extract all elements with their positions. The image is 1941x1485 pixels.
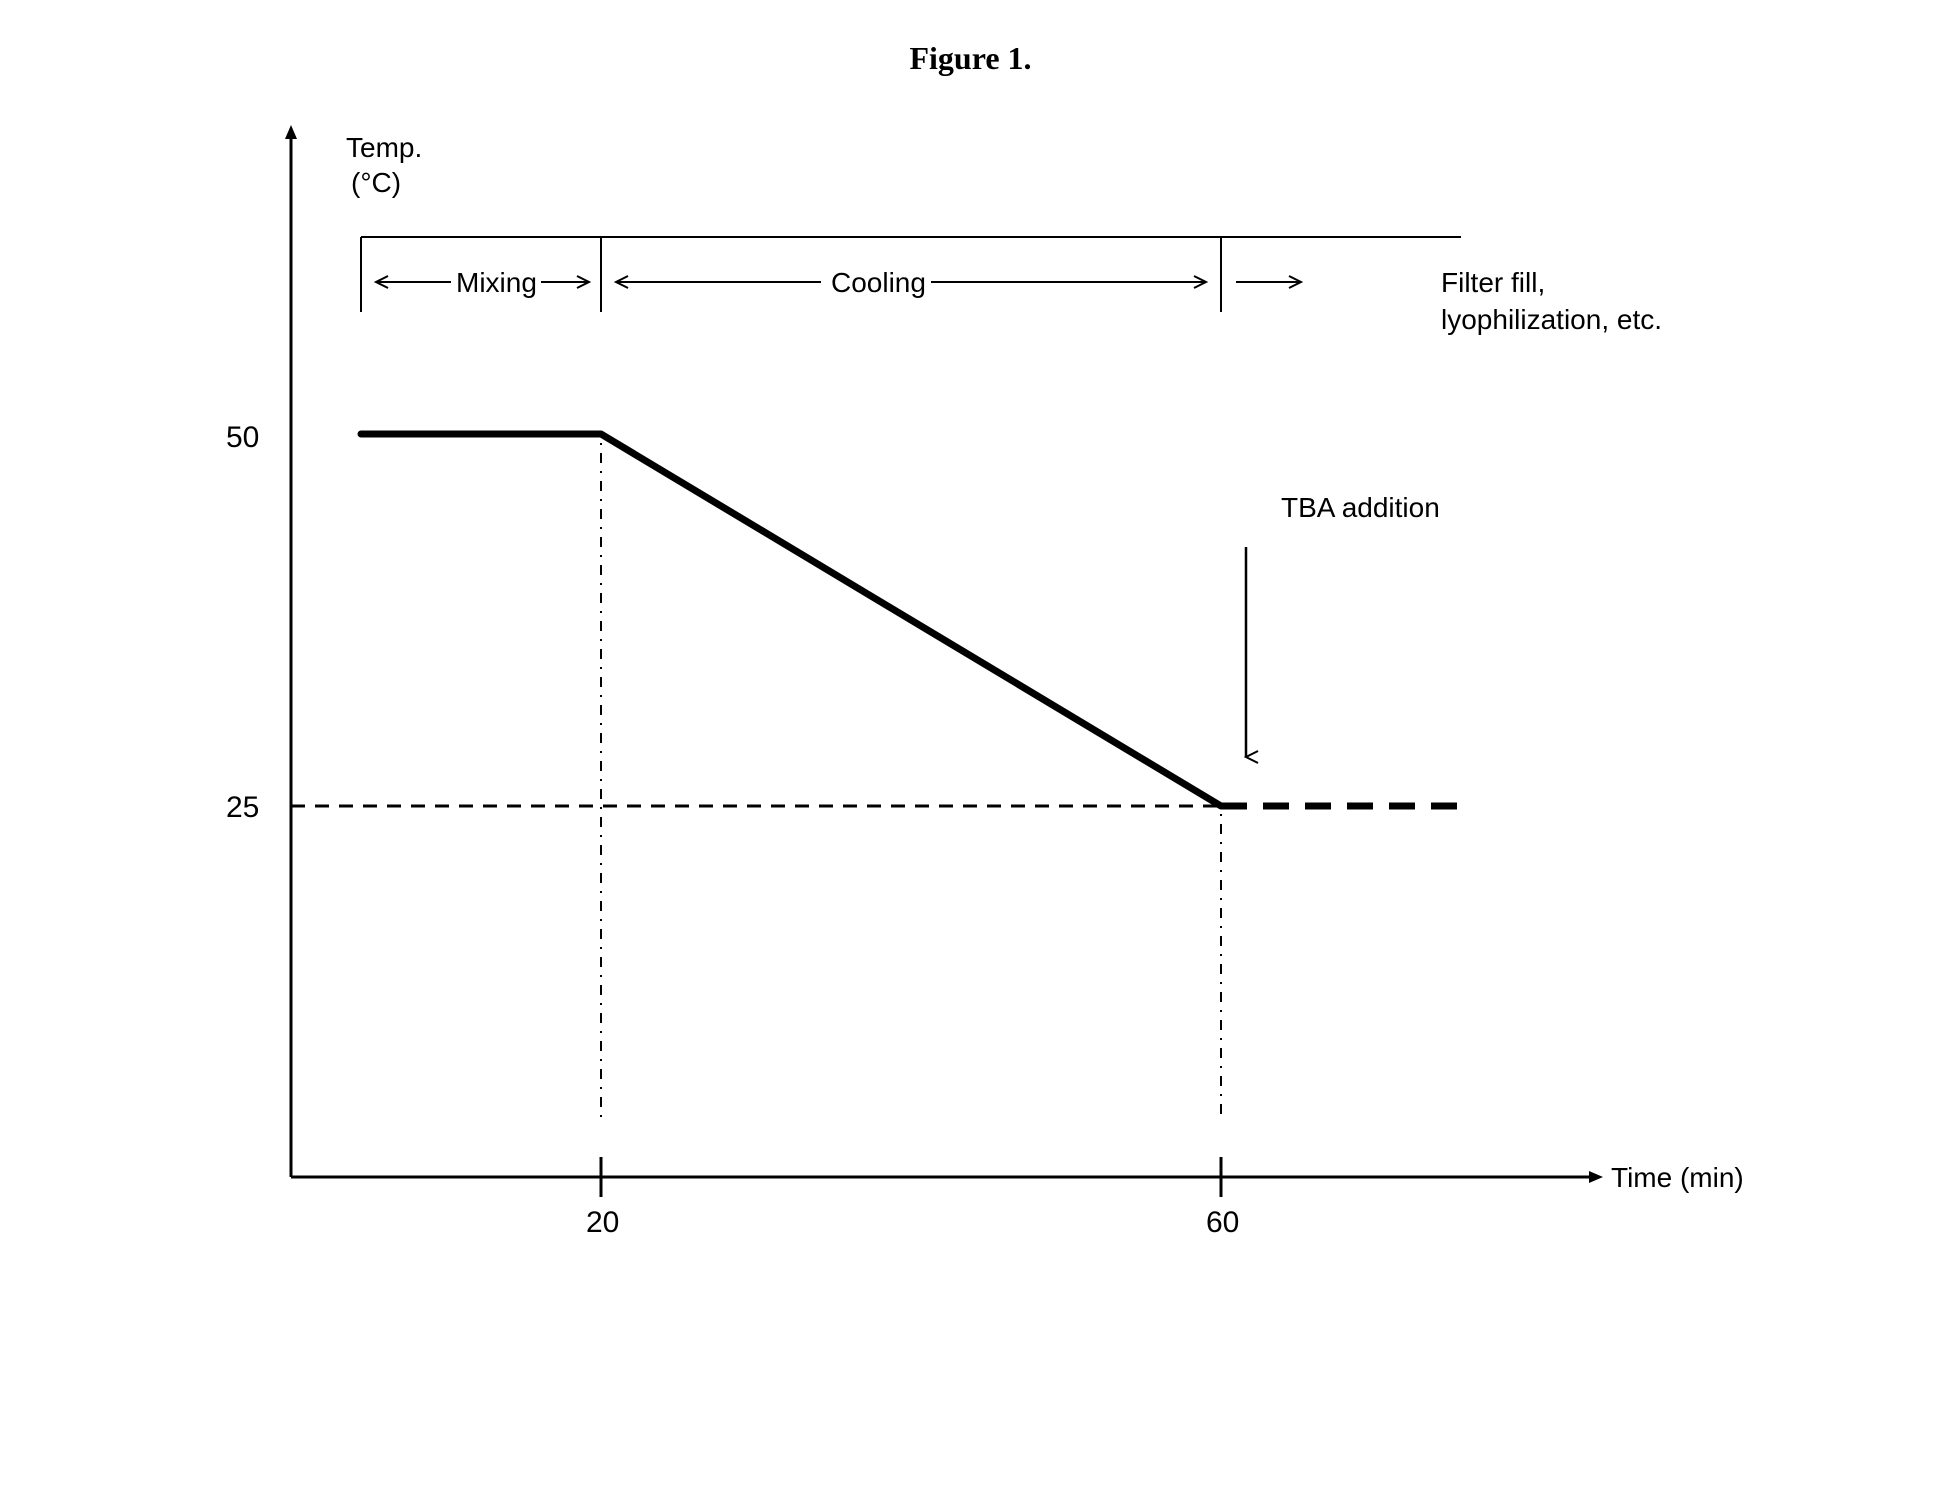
x-axis-label: Time (min) [1611, 1162, 1744, 1193]
y-axis-label-line1: Temp. [346, 132, 422, 163]
chart-container: Temp. (°C) Time (min) 25 50 20 60 Mixing… [171, 117, 1771, 1297]
x-tick-20: 20 [586, 1206, 619, 1239]
tba-label: TBA addition [1281, 492, 1440, 523]
figure-title: Figure 1. [909, 40, 1031, 77]
y-axis-label-line2: (°C) [351, 167, 401, 198]
phase-cooling-label: Cooling [831, 267, 926, 298]
temp-profile [361, 434, 1221, 806]
chart-svg: Temp. (°C) Time (min) 25 50 20 60 Mixing… [171, 117, 1771, 1297]
x-tick-60: 60 [1206, 1206, 1239, 1239]
phase-filter-label-l1: Filter fill, [1441, 267, 1545, 298]
y-tick-50: 50 [226, 421, 259, 454]
phase-filter-label-l2: lyophilization, etc. [1441, 304, 1662, 335]
y-tick-25: 25 [226, 791, 259, 824]
phase-mixing-label: Mixing [456, 267, 537, 298]
